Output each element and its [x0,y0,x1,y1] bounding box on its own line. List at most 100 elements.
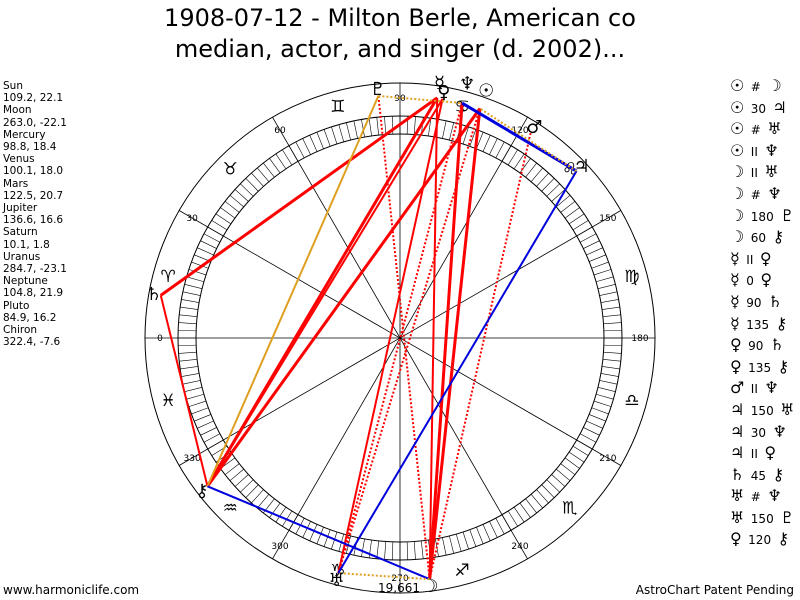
degree-tick [482,524,491,541]
degree-label: 330 [184,454,201,464]
degree-tick [536,489,549,504]
degree-tick [361,538,365,557]
zodiac-sign-icon: ♐ [454,561,469,581]
degree-tick [489,521,498,538]
aspect-symbol: 90 [748,339,764,354]
degree-tick [601,306,620,310]
degree-tick [541,484,555,498]
degree-tick [596,276,614,283]
degree-tick [583,427,600,436]
mercury-icon: ☿ [434,73,445,94]
aspect-line [207,485,431,581]
aspect-line [461,101,578,173]
aspect-line [377,95,431,580]
degree-tick [546,183,560,197]
aspect-planet-icon: ☽ [767,76,782,95]
degree-tick [178,351,197,354]
aspect-symbol: 120 [748,533,772,548]
chart-title-line1: 1908-07-12 - Milton Berle, American co [164,4,636,32]
aspect-planet-icon: ⚷ [772,227,785,247]
aspect-line [337,108,481,574]
degree-tick [391,541,394,560]
degree-tick [449,122,454,141]
planet-coords: 84.9, 16.2 [3,311,57,324]
degree-tick [476,527,484,544]
aspect-row: ☉ # ☽ [730,76,795,98]
aspect-line [337,170,578,574]
degree-tick [586,420,603,429]
planet-coords: 263.0, -22.1 [3,116,67,129]
degree-tick [406,541,409,560]
degree-tick [536,172,549,187]
degree-tick [215,213,232,225]
degree-tick [449,535,454,554]
degree-tick [600,299,619,303]
aspect-row: ☉ # ♅ [730,119,795,141]
aspect-planet-icon: ☉ [730,140,745,160]
degree-tick [455,534,462,552]
aspect-planet-icon: ☿ [730,313,740,333]
degree-tick [353,120,358,139]
degree-tick [179,314,198,317]
planet-coords: 136.6, 16.6 [3,214,64,227]
zodiac-sign-icon: ♏ [562,499,577,519]
aspect-row: ♃ 150 ♅ [730,400,795,422]
aspect-planet-icon: ☽ [730,205,745,225]
degree-tick [186,276,204,283]
degree-tick [295,141,305,159]
degree-tick [525,498,537,514]
aspect-row: ☽ 180 ♇ [730,206,795,228]
degree-tick [507,510,518,527]
degree-tick [368,118,372,137]
degree-tick [178,344,197,347]
venus-icon: ♀ [437,82,450,103]
aspect-symbol: # [750,80,761,94]
aspect-planet-icon: ☿ [730,248,740,268]
degree-tick [251,489,264,504]
planet-name: Moon [3,104,32,117]
degree-tick [194,414,211,422]
degree-tick [413,541,416,560]
degree-tick [593,269,612,276]
planet-coords: 122.5, 20.7 [3,189,64,202]
zodiac-sign-icon: ♍ [624,267,639,287]
aspect-row: ♀ 90 ♄ [730,335,795,357]
aspect-row: ☿ 0 ♀ [730,270,795,292]
degree-tick [191,407,209,415]
degree-tick [421,540,424,559]
aspect-line [338,572,430,581]
degree-tick [197,247,214,256]
aspect-row: ♀ 120 ⚷ [730,529,795,551]
website-link[interactable]: www.harmoniclife.com [3,583,140,597]
degree-tick [572,445,589,456]
degree-tick [602,314,621,317]
degree-tick [361,119,365,138]
degree-tick [568,213,585,225]
planet-name: Jupiter [3,202,38,215]
degree-tick [442,537,447,556]
degree-tick [275,506,287,523]
aspect-planet-icon: ♅ [730,507,745,527]
degree-tick [257,167,270,182]
degree-tick [323,529,331,547]
planet-coords: 284.7, -23.1 [3,263,67,276]
aspect-planet-icon: ☽ [730,183,745,203]
aspect-planet-icon: ♆ [767,183,782,203]
zodiac-sign-icon: ♒ [223,499,238,519]
aspect-planet-icon: ♇ [780,205,795,225]
aspect-line [206,98,444,487]
aspect-row: ♅ 150 ♇ [730,508,795,530]
degree-tick [240,183,254,197]
planet-coords: 104.8, 21.9 [3,287,64,300]
degree-tick [560,201,576,213]
degree-tick [507,149,518,166]
degree-tick [462,531,469,550]
degree-tick [338,124,345,142]
degree-tick [462,126,469,145]
aspect-symbol: # [750,490,761,505]
patent-notice: AstroChart Patent Pending [635,583,794,597]
degree-tick [513,153,525,170]
aspect-planet-icon: ♀ [760,270,773,290]
degree-tick [603,344,622,347]
